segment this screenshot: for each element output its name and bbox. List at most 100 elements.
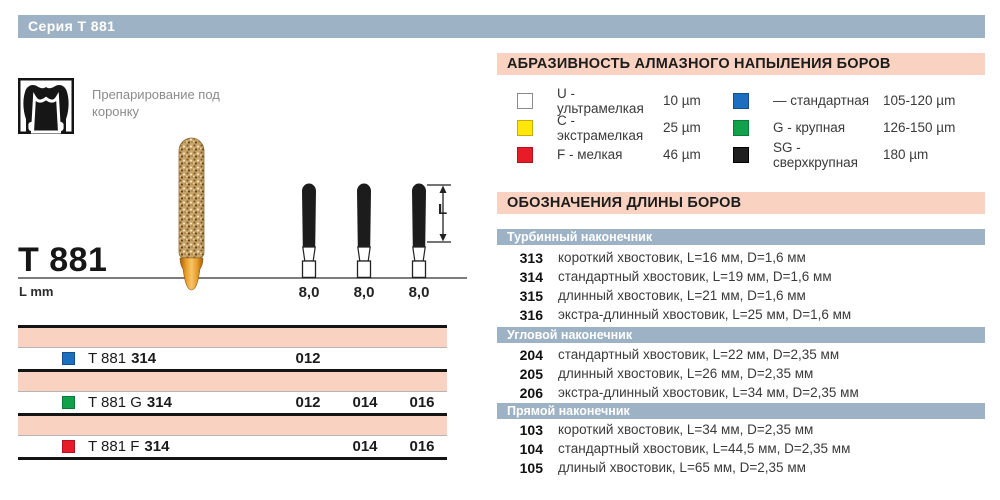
legend-label: SG - сверхкрупная xyxy=(773,139,858,170)
tip-length-value: 8,0 xyxy=(408,284,430,301)
series-title: Серия Т 881 xyxy=(28,18,116,34)
variant-label: T 881 F 314 xyxy=(88,437,169,456)
grit-swatch-fine xyxy=(62,440,75,453)
variant-row: T 881 F 314 014 016 xyxy=(18,436,447,457)
length-row: 204 стандартный хвостовик, L=22 мм, D=2,… xyxy=(497,345,985,364)
length-row: 105 длиный хвостовик, L=65 мм, D=2,35 мм xyxy=(497,458,985,477)
length-row: 206 экстра-длинный хвостовик, L=34 мм, D… xyxy=(497,383,985,402)
legend-label: — стандартная xyxy=(773,93,870,108)
length-code: 315 xyxy=(519,287,543,304)
variant-band xyxy=(18,372,447,392)
variant-code: 314 xyxy=(144,438,170,455)
variant-size: 016 xyxy=(409,394,435,411)
grit-swatch-supercoarse xyxy=(733,146,749,163)
dimension-l-label: L xyxy=(438,201,448,218)
length-row: 314 стандартный хвостовик, L=19 мм, D=1,… xyxy=(497,267,985,286)
section-rows-straight: 103 короткий хвостовик, L=34 мм, D=2,35 … xyxy=(497,420,985,477)
legend-item: G - крупная 126-150 µm xyxy=(733,114,955,141)
variant-band xyxy=(18,416,447,436)
variant-size: 012 xyxy=(295,350,321,367)
variant-prefix: T 881 G xyxy=(88,394,142,411)
length-row: 103 короткий хвостовик, L=34 мм, D=2,35 … xyxy=(497,420,985,439)
length-desc: экстра-длинный хвостовик, L=34 мм, D=2,3… xyxy=(558,385,859,400)
length-code: 105 xyxy=(519,459,543,476)
product-code: T 881 xyxy=(18,241,108,279)
variant-group: T 881 314 012 xyxy=(18,325,447,369)
length-code: 205 xyxy=(519,365,543,382)
abrasiveness-legend-right: — стандартная 105-120 µm G - крупная 126… xyxy=(733,87,955,170)
legend-label: C - экстрамелкая xyxy=(557,112,644,143)
variant-size: 014 xyxy=(352,438,378,455)
length-desc: длинный хвостовик, L=26 мм, D=2,35 мм xyxy=(558,366,814,381)
series-header: Серия Т 881 xyxy=(18,15,985,38)
grit-swatch-coarse xyxy=(62,396,75,409)
legend-item: — стандартная 105-120 µm xyxy=(733,87,955,114)
length-code: 103 xyxy=(519,421,543,438)
legend-item: SG - сверхкрупная 180 µm xyxy=(733,139,955,170)
variant-label: T 881 G 314 xyxy=(88,393,172,412)
length-desc: экстра-длинный хвостовик, L=25 мм, D=1,6… xyxy=(558,307,852,322)
diamond-bur-graphic xyxy=(178,137,205,291)
length-code: 206 xyxy=(519,384,543,401)
variant-row: T 881 314 012 xyxy=(18,348,447,369)
legend-value: 10 µm xyxy=(663,93,701,108)
variant-prefix: T 881 F xyxy=(88,438,140,455)
abrasiveness-legend-left: U - ультрамелкая 10 µm C - экстрамелкая … xyxy=(517,85,701,168)
legend-item: C - экстрамелкая 25 µm xyxy=(517,112,701,143)
tip-length-value: 8,0 xyxy=(298,284,320,301)
length-desc: длиный хвостовик, L=65 мм, D=2,35 мм xyxy=(558,460,806,475)
length-code: 204 xyxy=(519,346,543,363)
variant-label: T 881 314 xyxy=(88,349,156,368)
length-code: 314 xyxy=(519,268,543,285)
length-row: 104 стандартный хвостовик, L=44,5 мм, D=… xyxy=(497,439,985,458)
grit-swatch-standard xyxy=(62,352,75,365)
bur-illustration xyxy=(18,137,467,291)
length-code: 104 xyxy=(519,440,543,457)
legend-label: U - ультрамелкая xyxy=(557,85,644,116)
section-rows-turbine: 313 короткий хвостовик, L=16 мм, D=1,6 м… xyxy=(497,248,985,324)
indication-label: Препарирование под коронку xyxy=(92,87,220,119)
length-row: 313 короткий хвостовик, L=16 мм, D=1,6 м… xyxy=(497,248,985,267)
bur-tip-silhouette-3 xyxy=(411,183,427,279)
legend-value: 46 µm xyxy=(663,147,701,162)
length-desc: короткий хвостовик, L=16 мм, D=1,6 мм xyxy=(558,250,806,265)
variant-prefix: T 881 xyxy=(88,350,127,367)
section-header-turbine: Турбинный наконечник xyxy=(497,229,985,245)
abrasiveness-title: АБРАЗИВНОСТЬ АЛМАЗНОГО НАПЫЛЕНИЯ БОРОВ xyxy=(497,53,985,75)
legend-item: F - мелкая 46 µm xyxy=(517,141,701,168)
legend-value: 126-150 µm xyxy=(883,120,956,135)
length-code: 316 xyxy=(519,306,543,323)
length-desc: стандартный хвостовик, L=44,5 мм, D=2,35… xyxy=(558,441,851,456)
length-desc: стандартный хвостовик, L=22 мм, D=2,35 м… xyxy=(558,347,840,362)
grit-swatch-extrafine xyxy=(517,119,533,136)
legend-label: G - крупная xyxy=(773,120,846,135)
section-header-contra-angle: Угловой наконечник xyxy=(497,327,985,343)
section-rows-contra-angle: 204 стандартный хвостовик, L=22 мм, D=2,… xyxy=(497,345,985,402)
variant-size: 014 xyxy=(352,394,378,411)
bur-tip-silhouette-1 xyxy=(301,183,317,279)
lengths-title: ОБОЗНАЧЕНИЯ ДЛИНЫ БОРОВ xyxy=(497,192,985,214)
length-desc: стандартный хвостовик, L=19 мм, D=1,6 мм xyxy=(558,269,832,284)
variant-group: T 881 G 314 012 014 016 xyxy=(18,369,447,413)
variant-size: 012 xyxy=(295,394,321,411)
reference-panel: АБРАЗИВНОСТЬ АЛМАЗНОГО НАПЫЛЕНИЯ БОРОВ U… xyxy=(497,53,985,493)
length-code: 313 xyxy=(519,249,543,266)
section-header-straight: Прямой наконечник xyxy=(497,403,985,419)
length-desc: короткий хвостовик, L=34 мм, D=2,35 мм xyxy=(558,422,814,437)
legend-value: 25 µm xyxy=(663,120,701,135)
crown-prep-icon xyxy=(18,78,74,134)
tip-length-value: 8,0 xyxy=(353,284,375,301)
variant-band xyxy=(18,328,447,348)
variant-size: 016 xyxy=(409,438,435,455)
legend-value: 105-120 µm xyxy=(883,93,956,108)
grit-swatch-fine xyxy=(517,146,533,163)
variant-group: T 881 F 314 014 016 xyxy=(18,413,447,460)
grit-swatch-coarse xyxy=(733,119,749,136)
grit-swatch-ultrafine xyxy=(517,92,533,109)
legend-item: U - ультрамелкая 10 µm xyxy=(517,85,701,116)
length-dimension-arrow xyxy=(427,184,451,243)
length-desc: длинный хвостовик, L=21 мм, D=1,6 мм xyxy=(558,288,806,303)
variant-code: 314 xyxy=(131,350,157,367)
length-row: 205 длинный хвостовик, L=26 мм, D=2,35 м… xyxy=(497,364,985,383)
